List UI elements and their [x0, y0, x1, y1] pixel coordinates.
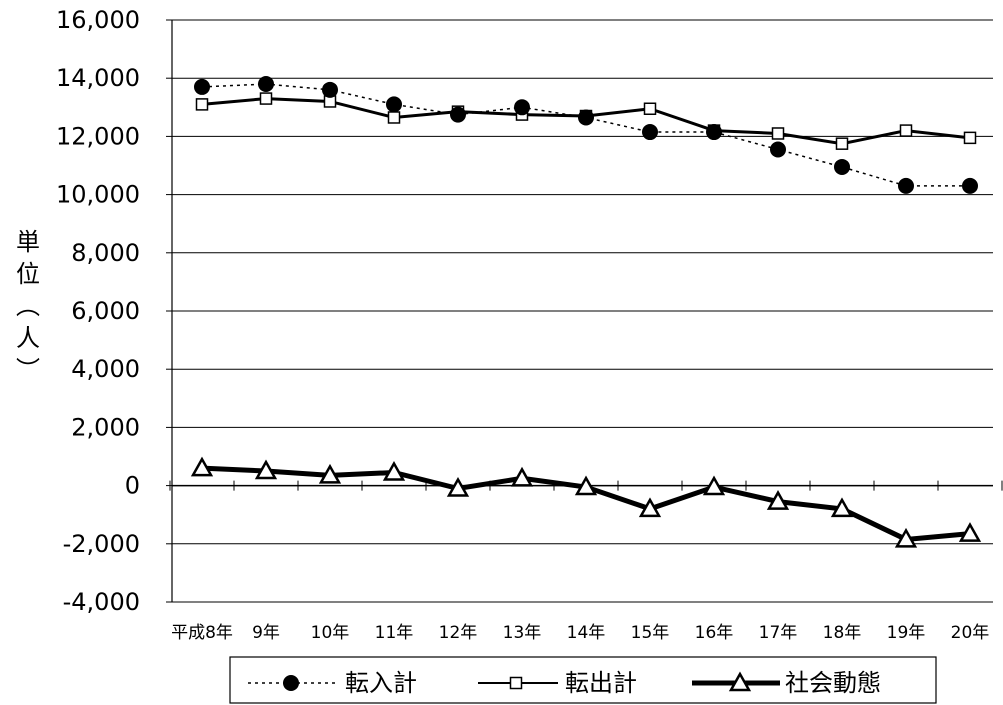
data-point-square [963, 131, 977, 145]
legend-item: 転入計 [248, 669, 417, 697]
legend-label: 転入計 [345, 669, 417, 697]
data-point-triangle [446, 476, 470, 497]
data-point-triangle [766, 490, 790, 510]
data-point-triangle [638, 497, 662, 518]
legend-label: 社会動態 [785, 669, 881, 697]
x-tick-label: 9年 [252, 623, 280, 643]
data-point-circle [578, 109, 594, 126]
y-tick-label: 2,000 [71, 413, 140, 441]
x-tick-label: 10年 [311, 623, 350, 643]
data-point-triangle [318, 463, 342, 484]
legend-item: 転出計 [478, 669, 637, 697]
data-point-triangle [958, 522, 982, 542]
data-point-square [771, 127, 785, 140]
y-axis-ticks: 16,000 14,000 12,000 10,000 8,000 6,000 4,000 2… [56, 6, 140, 616]
data-point-square [195, 98, 209, 111]
data-point-square [509, 676, 523, 690]
data-point-circle [834, 158, 850, 175]
data-point-triangle [894, 527, 918, 548]
y-axis-label: 単位︵人︶ [16, 228, 40, 384]
data-point-circle [514, 99, 530, 116]
data-point-circle [194, 78, 210, 95]
y-tick-label: 6,000 [71, 297, 140, 325]
data-point-triangle [382, 460, 406, 481]
y-tick-label: 0 [125, 472, 140, 500]
data-point-triangle [254, 459, 278, 480]
x-tick-label: 14年 [567, 623, 606, 643]
x-tick-label: 17年 [759, 623, 798, 643]
y-tick-label: 10,000 [56, 181, 140, 209]
x-tick-label: 13年 [503, 623, 542, 643]
data-point-circle [386, 96, 402, 113]
x-tick-label: 18年 [823, 623, 862, 643]
legend-box [229, 656, 937, 704]
y-tick-label: 14,000 [56, 64, 140, 92]
gridlines [172, 19, 993, 603]
data-point-triangle [574, 475, 598, 496]
y-tick-label: 8,000 [71, 239, 140, 267]
series-circle [194, 76, 978, 194]
data-point-square [643, 102, 657, 116]
data-point-triangle [510, 466, 534, 487]
x-tick-label: 11年 [375, 623, 414, 643]
data-point-circle [450, 106, 466, 123]
data-point-square [387, 111, 401, 124]
data-point-square [899, 124, 913, 137]
data-point-square [259, 92, 273, 105]
legend-item: 社会動態 [692, 669, 881, 697]
data-point-square [835, 137, 849, 150]
x-tick-label: 20年 [951, 623, 990, 643]
data-point-circle [898, 177, 914, 194]
series-triangle [190, 456, 982, 548]
data-point-circle [322, 81, 338, 98]
x-axis-ticks: 平成8年 9年 10年 11年 12年 13年 14年 15年 16年 17年 18年 19年 20年 [171, 623, 989, 643]
data-point-circle [283, 675, 299, 691]
y-tick-label: 16,000 [56, 6, 140, 34]
x-tick-label: 12年 [439, 623, 478, 643]
y-axis-label-text: 単位︵人︶ [16, 228, 40, 384]
y-tick-label: 12,000 [56, 122, 140, 150]
x-tick-label: 平成8年 [171, 623, 233, 643]
data-point-circle [770, 141, 786, 158]
data-point-circle [258, 76, 274, 93]
data-point-triangle [830, 497, 854, 518]
x-tick-label: 19年 [887, 623, 926, 643]
series-line [201, 83, 970, 187]
data-point-circle [706, 124, 722, 141]
y-tick-label: 4,000 [71, 355, 140, 383]
series-lines [190, 76, 982, 548]
y-tick-label: -4,000 [63, 588, 140, 616]
data-point-triangle [728, 671, 752, 692]
legend: 転入計 転出計 社会動態 [229, 656, 937, 704]
x-tick-label: 15年 [631, 623, 670, 643]
x-tick-label: 16年 [695, 623, 734, 643]
data-point-triangle [190, 456, 214, 477]
y-tick-label: -2,000 [63, 530, 140, 558]
data-point-circle [642, 124, 658, 141]
data-point-triangle [702, 475, 726, 496]
legend-label: 転出計 [565, 669, 637, 697]
data-point-circle [962, 177, 978, 194]
